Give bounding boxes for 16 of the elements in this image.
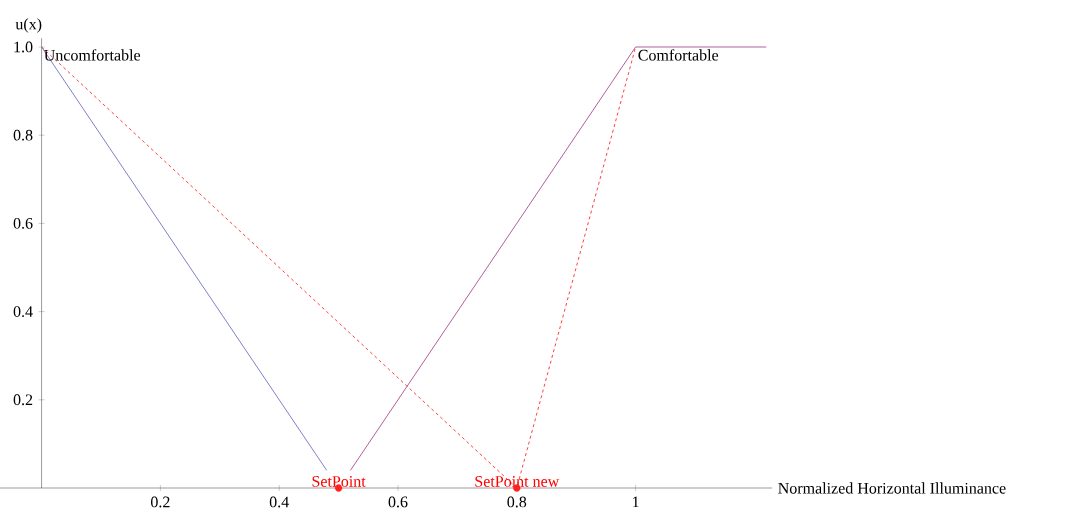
- annotation: SetPoint new: [475, 476, 560, 487]
- y-axis-title: u(x): [15, 18, 42, 33]
- x-axis-title: Normalized Horizontal Illuminance: [778, 482, 1006, 494]
- y-tick-label: 0.2: [13, 394, 33, 406]
- x-tick-label: 0.6: [388, 496, 408, 508]
- series-label: Comfortable: [638, 49, 719, 61]
- y-tick-label: 0.8: [13, 129, 33, 141]
- x-tick-label: 0.8: [507, 496, 527, 508]
- x-tick-label: 0.4: [269, 496, 289, 508]
- annotation: SetPoint: [312, 476, 366, 487]
- y-tick-label: 1.0: [14, 41, 33, 53]
- series-label: Uncomfortable: [44, 49, 141, 61]
- y-tick-label: 0.6: [13, 217, 33, 229]
- x-tick-label: 0.2: [150, 496, 170, 508]
- x-tick-label: 1: [632, 496, 639, 508]
- y-tick-label: 0.4: [13, 306, 33, 318]
